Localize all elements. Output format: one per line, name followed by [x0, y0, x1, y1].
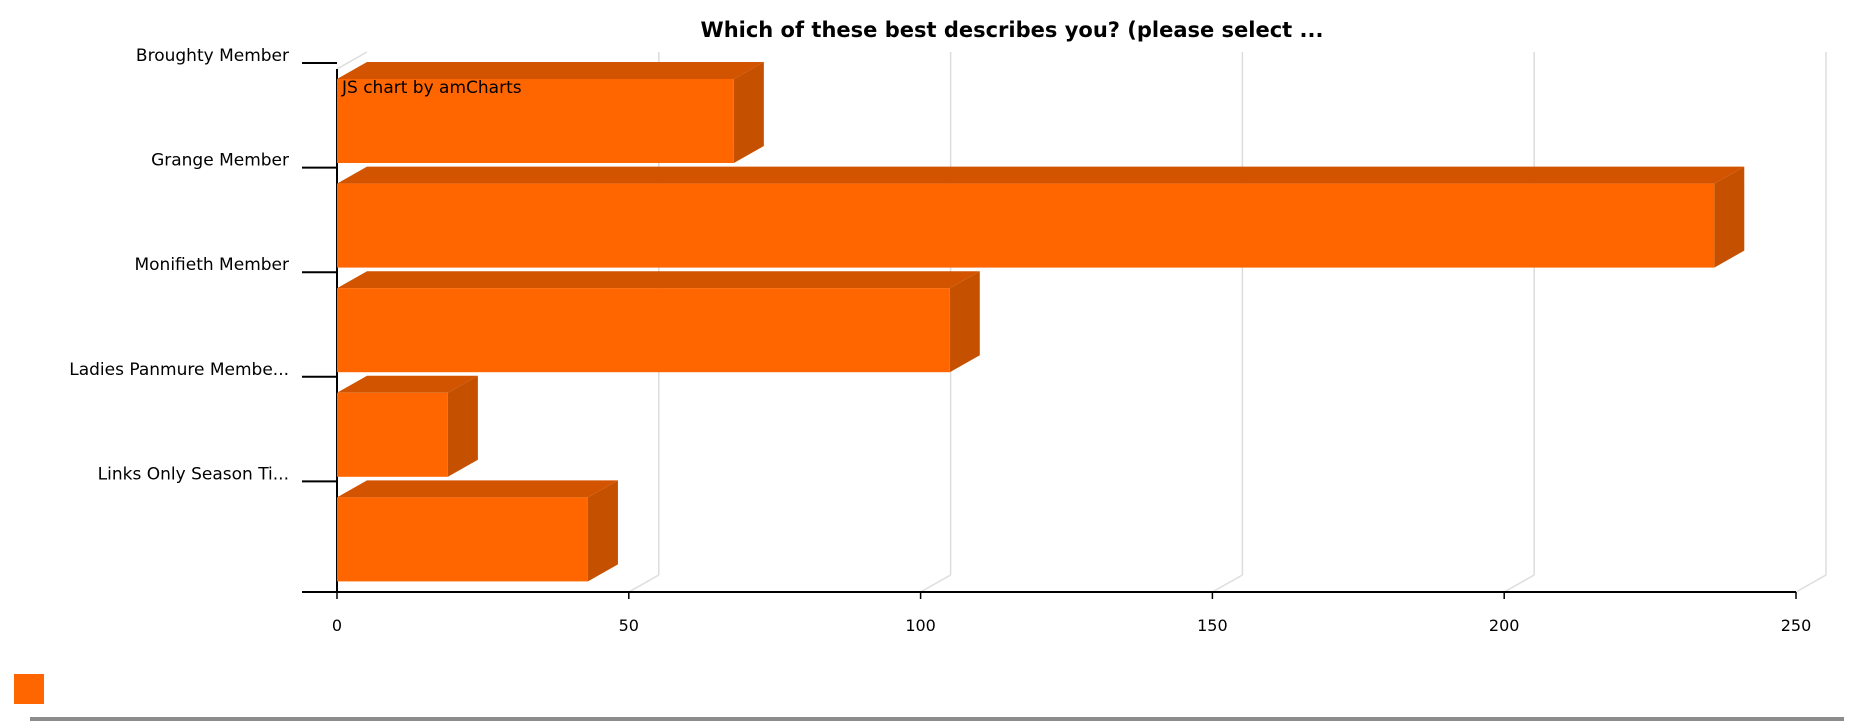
y-axis-depth: [336, 51, 368, 70]
x-tick-label-250: 250: [1781, 616, 1812, 635]
category-label-4: Ladies Panmure Membe...: [69, 360, 289, 380]
chart-credit: JS chart by amCharts: [341, 78, 522, 98]
bar-1[interactable]: [337, 62, 764, 163]
bar-5[interactable]: [337, 480, 618, 582]
x-tick-label-200: 200: [1489, 616, 1520, 635]
x-tick-label-0: 0: [332, 616, 342, 635]
legend-swatch[interactable]: [14, 674, 44, 704]
grid-line-200: [1503, 52, 1535, 593]
category-label-1: Broughty Member: [136, 46, 289, 66]
category-label-2: Grange Member: [151, 151, 289, 171]
bar-2[interactable]: [337, 166, 1745, 268]
x-tick-label-150: 150: [1197, 616, 1228, 635]
bar-4[interactable]: [337, 375, 478, 477]
category-label-3: Monifieth Member: [134, 255, 289, 275]
x-tick-label-100: 100: [905, 616, 936, 635]
grid-line-250: [1795, 52, 1827, 593]
grid-line-150: [1212, 52, 1244, 593]
x-tick-labels: 0 50 100 150 200 250: [332, 616, 1811, 635]
chart-title: Which of these best describes you? (plea…: [701, 18, 1324, 42]
category-labels: Broughty Member Grange Member Monifieth Me…: [69, 46, 289, 484]
bar-3[interactable]: [337, 271, 980, 373]
category-label-5: Links Only Season Ti...: [98, 464, 289, 484]
bars: [337, 62, 1745, 582]
x-tick-label-50: 50: [619, 616, 639, 635]
